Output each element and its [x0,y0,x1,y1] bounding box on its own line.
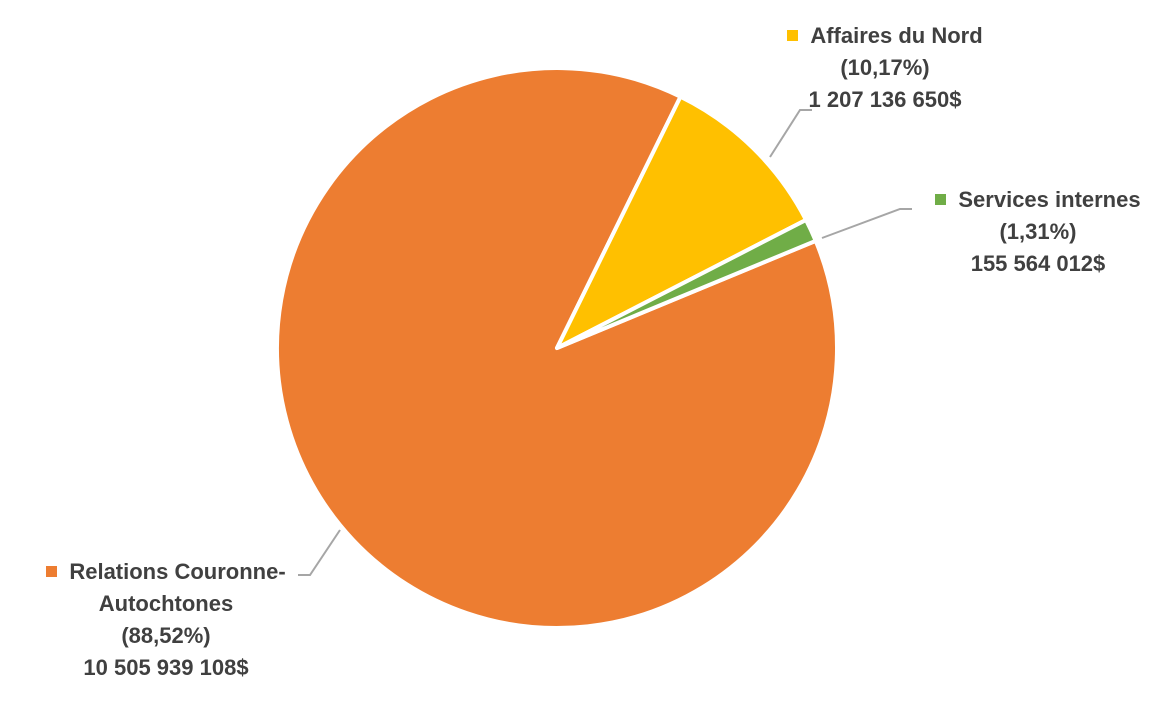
pie-slice-affaires [555,94,808,350]
label-name-line-1: Relations Couronne- [24,556,308,588]
data-label-affaires: Affaires du Nord (10,17%) 1 207 136 650$ [775,20,995,116]
label-name-relations-2: Autochtones [98,591,234,616]
label-name-affaires: Affaires du Nord [810,23,983,48]
label-name-line-affaires: Affaires du Nord [775,20,995,52]
label-amount-affaires: 1 207 136 650$ [808,87,962,112]
legend-key-affaires [787,30,799,41]
pie-slice-services [555,217,818,350]
label-percent-services: (1,31%) [999,219,1077,244]
label-name-relations-1: Relations Couronne- [69,559,286,584]
leader-lines [298,109,912,576]
data-label-relations: Relations Couronne- Autochtones (88,52%)… [24,556,308,684]
leader-line-affaires [769,109,812,158]
leader-line-relations [298,529,341,576]
pie-slices [275,66,840,630]
pie-slice-relations [275,66,840,630]
data-label-services: Services internes (1,31%) 155 564 012$ [925,184,1151,280]
label-percent-relations: (88,52%) [121,623,211,648]
legend-key-relations [46,566,58,577]
label-name-line-services: Services internes [925,184,1151,216]
label-amount-services: 155 564 012$ [970,251,1106,276]
label-percent-affaires: (10,17%) [840,55,930,80]
leader-line-services [821,208,912,239]
legend-key-services [935,194,947,205]
label-name-services: Services internes [958,187,1141,212]
label-amount-relations: 10 505 939 108$ [83,655,249,680]
